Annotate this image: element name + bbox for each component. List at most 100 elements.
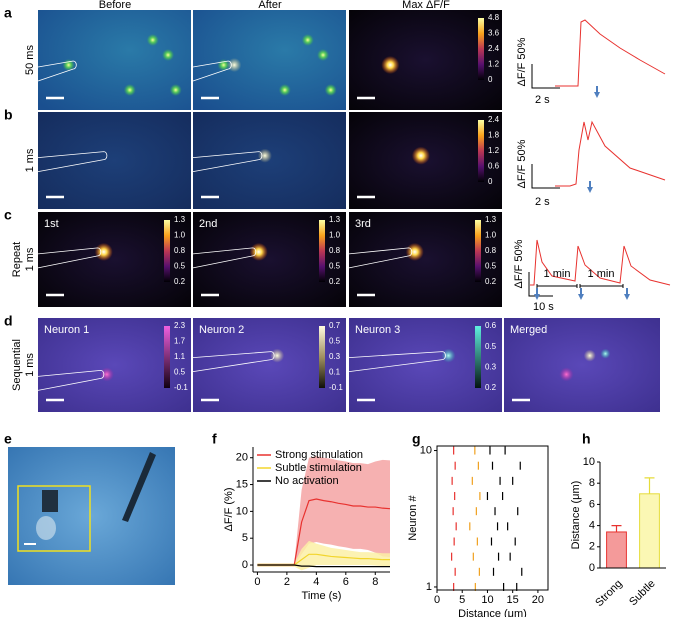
cell-spot — [146, 34, 159, 46]
colorbar-label: 1.3 — [485, 215, 497, 224]
scale-label: 2 s — [535, 196, 550, 208]
y-axis-label: Neuron # — [407, 494, 419, 540]
colorbar-label: -0.1 — [329, 383, 343, 392]
scale-bars — [528, 64, 560, 297]
image-title: Neuron 1 — [44, 324, 89, 336]
colorbar-label: 0.3 — [485, 362, 497, 371]
colorbar-label: 1.7 — [174, 337, 186, 346]
stim-arrow — [578, 288, 584, 300]
colorbar-label: 0.8 — [485, 246, 497, 255]
scale-label: 10 s — [533, 301, 554, 313]
image-title: 2nd — [199, 218, 217, 230]
colorbar — [478, 120, 484, 182]
colorbar-label: 2.4 — [488, 115, 500, 124]
colorbar-label: -0.1 — [174, 383, 188, 392]
row-label: 1 ms — [24, 353, 36, 377]
colorbar-label: 4.8 — [488, 13, 500, 22]
cell-spot — [301, 34, 314, 46]
x-tick-label: 8 — [372, 576, 378, 588]
error-bar — [611, 525, 622, 532]
colorbar-label: 0 — [488, 177, 493, 186]
colorbar-label: 1.2 — [488, 146, 500, 155]
panel-label: b — [4, 107, 13, 123]
scale-label: ΔF/F 50% — [513, 239, 525, 288]
y-tick-label: 2 — [589, 541, 595, 553]
bracket — [579, 284, 624, 288]
cell-spot — [169, 84, 182, 96]
scale-bar — [528, 272, 553, 297]
colorbar — [319, 326, 325, 388]
image-title: Neuron 3 — [355, 324, 400, 336]
colorbar-label: 0.6 — [485, 321, 497, 330]
micro-image — [349, 112, 502, 209]
colorbar-label: 0.5 — [174, 262, 186, 271]
stim-arrow — [624, 288, 630, 300]
cell-glow — [600, 348, 611, 359]
colorbar-label: 0.8 — [174, 246, 186, 255]
colorbar-label: 1.2 — [488, 60, 500, 69]
y-tick-label: 10 — [583, 456, 595, 468]
column-header: Before — [99, 0, 131, 11]
cell-glow — [441, 348, 456, 363]
stim-arrow — [587, 181, 593, 193]
micro-image — [37, 10, 191, 110]
panel-label: e — [4, 431, 12, 447]
colorbar-label: 0.2 — [174, 277, 186, 286]
panel-label: c — [4, 207, 12, 223]
colorbar — [475, 220, 481, 282]
legend-label: No activation — [275, 475, 339, 487]
y-axis-label: ΔF/F (%) — [223, 487, 235, 531]
colorbar — [164, 326, 170, 388]
panel-label: f — [212, 431, 217, 447]
pipette — [192, 351, 275, 372]
micro-image — [192, 10, 346, 110]
traces — [530, 19, 671, 286]
cell-glow — [559, 367, 574, 382]
panel-e — [8, 447, 175, 585]
row-label: 1 ms — [24, 148, 36, 172]
cell-spot — [123, 84, 136, 96]
micro-image — [349, 10, 502, 110]
colorbar-label: 0 — [488, 75, 493, 84]
scale-label: ΔF/F 50% — [516, 139, 528, 188]
y-tick-label: 0 — [242, 559, 248, 571]
cell-glow — [227, 58, 242, 72]
pipette — [192, 247, 257, 269]
x-tick-label: 0 — [434, 594, 440, 606]
y-tick-label: 10 — [236, 505, 248, 517]
arrows — [534, 86, 630, 300]
column-header: Max ΔF/F — [402, 0, 450, 11]
scale-label: 2 s — [535, 94, 550, 106]
colorbar-label: 0.2 — [485, 277, 497, 286]
y-tick-label: 0 — [589, 562, 595, 574]
bar — [606, 531, 627, 569]
colorbar-label: 1.0 — [329, 231, 341, 240]
bracket — [536, 284, 578, 288]
x-axis-label: Distance (μm) — [458, 608, 527, 617]
colorbar-label: 1.3 — [329, 215, 341, 224]
row-label: 50 ms — [24, 45, 36, 75]
colorbar-label: 0.1 — [329, 368, 341, 377]
colorbar-label: 3.6 — [488, 29, 500, 38]
y-axis-label: Distance (μm) — [570, 481, 582, 550]
x-tick-label: Subtle — [627, 578, 658, 609]
legend-label: Strong stimulation — [275, 449, 363, 461]
colorbar-label: 0.5 — [174, 368, 186, 377]
row-label: Sequential — [11, 339, 23, 391]
panel-label: h — [582, 431, 591, 447]
image-bg — [38, 112, 191, 209]
scale-bar — [531, 64, 560, 89]
pipette — [122, 452, 156, 522]
image-title: 1st — [44, 218, 59, 230]
colorbar — [164, 220, 170, 282]
colorbar-label: 0.5 — [329, 262, 341, 271]
colorbar-label: 0.3 — [329, 352, 341, 361]
colorbar-label: 0.2 — [329, 277, 341, 286]
y-tick-label: 6 — [589, 498, 595, 510]
colorbar-label: 0.8 — [329, 246, 341, 255]
x-tick-label: 15 — [507, 594, 519, 606]
bar — [639, 493, 660, 569]
x-axis-label: Time (s) — [302, 590, 342, 602]
cell-spot — [324, 84, 337, 96]
